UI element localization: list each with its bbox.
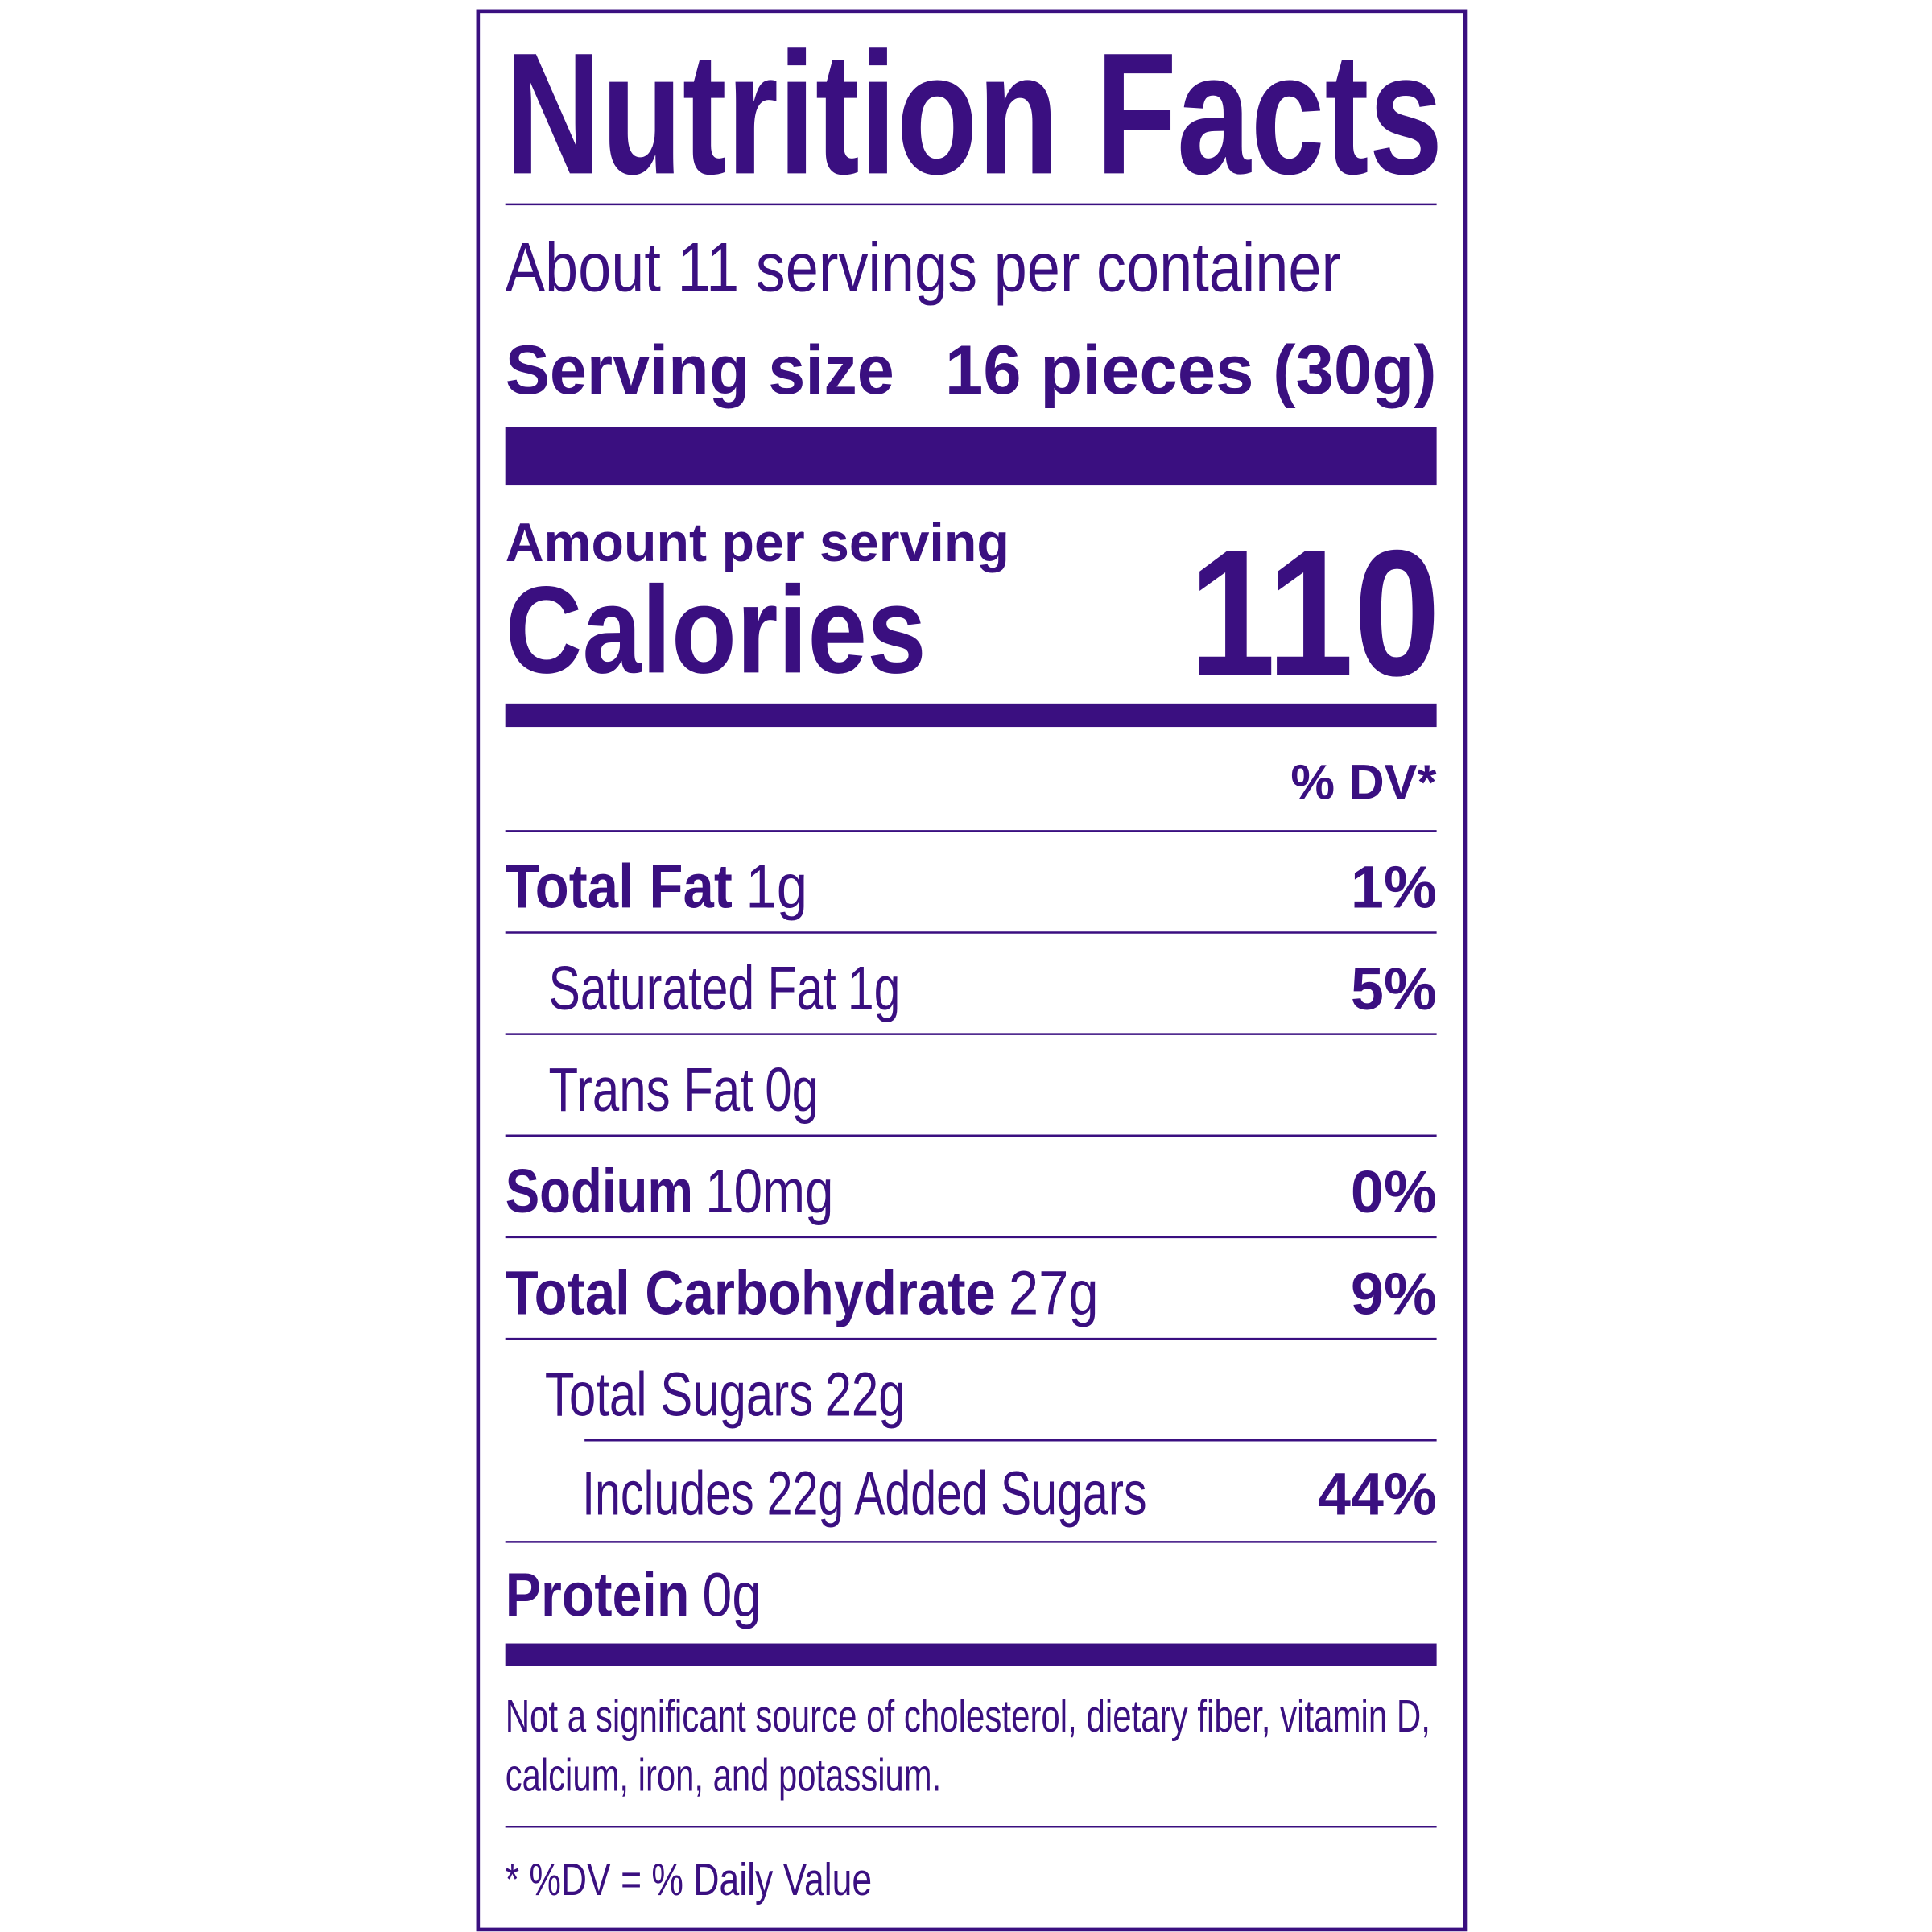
nutrient-row: Saturated Fat1g [549, 954, 901, 1023]
serving-size-value: 16 pieces (30g) [945, 332, 1437, 409]
nutrient-dv: 1% [1351, 854, 1437, 921]
thick-bar [505, 427, 1437, 486]
calories-value: 110 [1189, 513, 1440, 713]
nutrient-name: Protein [506, 1561, 690, 1630]
nutrient-amount: 1g [745, 852, 807, 922]
nutrient-name: Saturated Fat [549, 954, 836, 1023]
nutrient-amount: 27g [1009, 1258, 1099, 1327]
nutrient-name: Total Carbohydrate [506, 1258, 996, 1327]
nutrient-dv: 9% [1351, 1260, 1437, 1327]
nutrient-row: Total Carbohydrate27g [506, 1258, 1099, 1327]
nutrient-dv: 44% [1318, 1461, 1437, 1528]
nutrient-name: Sodium [506, 1157, 693, 1226]
nutrient-amount: 0g [765, 1055, 819, 1125]
nutrient-amount: 1g [848, 954, 901, 1023]
amount-per-serving: Amount per serving [506, 513, 1009, 573]
medium-bar [505, 703, 1437, 728]
nutrient-row: Total Fat1g [506, 852, 807, 922]
dv-note: * %DV = % Daily Value [506, 1854, 872, 1905]
nutrient-amount: 0g [702, 1561, 762, 1630]
calories-label: Calories [506, 560, 927, 699]
nutrient-dv: 5% [1351, 956, 1437, 1022]
label-border [476, 9, 1468, 1932]
medium-bar [505, 1643, 1437, 1666]
nutrient-row: Protein0g [506, 1561, 762, 1630]
title: Nutrition Facts [506, 16, 1443, 210]
nutrient-amount: 10mg [705, 1157, 833, 1226]
nutrient-name: Total Sugars [545, 1360, 813, 1429]
servings: About 11 servings per container [506, 229, 1341, 307]
nutrient-dv: 0% [1351, 1158, 1437, 1225]
nutrient-name: Trans Fat [549, 1055, 753, 1125]
nutrient-row: Total Sugars22g [545, 1360, 906, 1429]
footnote-line: calcium, iron, and potassium. [506, 1750, 942, 1802]
nutrient-row: Trans Fat0g [549, 1055, 819, 1125]
serving-size-label: Serving size [506, 332, 894, 409]
nutrient-row: Sodium10mg [506, 1157, 834, 1226]
dv-header: % DV* [1290, 754, 1436, 810]
footnote-line: Not a significant source of cholesterol,… [506, 1690, 1430, 1742]
nutrient-name: Total Fat [506, 852, 733, 922]
nutrient-name: Includes 22g Added Sugars [582, 1459, 1147, 1529]
nutrient-amount: 22g [825, 1360, 906, 1429]
